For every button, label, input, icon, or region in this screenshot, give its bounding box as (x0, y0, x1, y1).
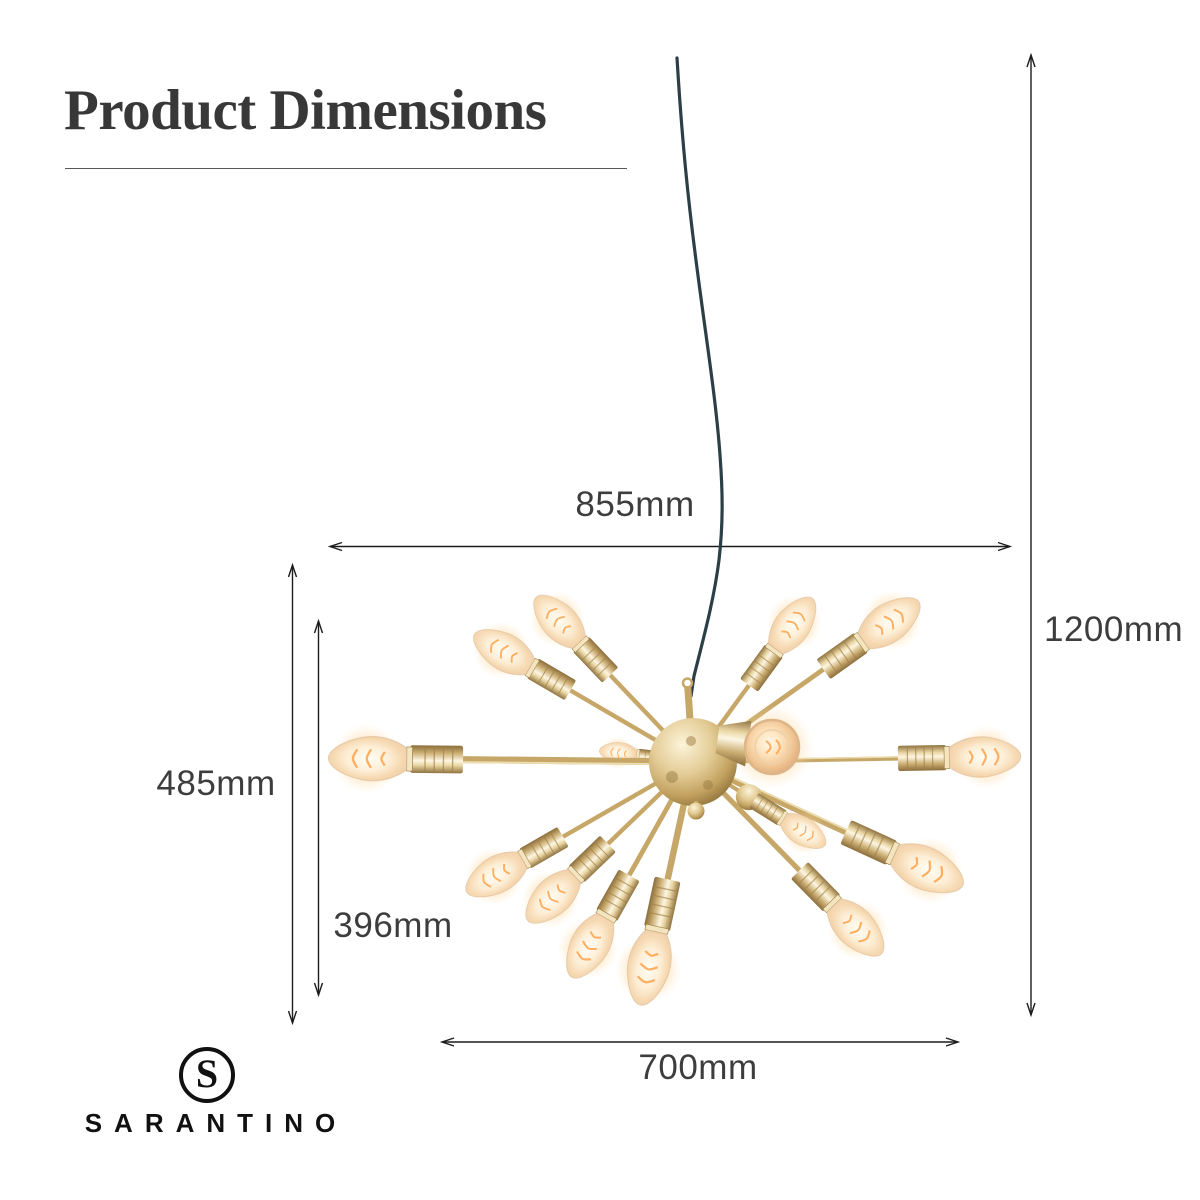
hub (649, 677, 737, 820)
sputnik-chandelier (326, 576, 1023, 1014)
brand-monogram-circle: S (179, 1047, 235, 1103)
front-facing-bulb (715, 705, 814, 789)
light-arm (698, 767, 904, 976)
pendant-cord (675, 56, 724, 698)
light-arm (326, 722, 684, 796)
dimension-label-inner-height: 396mm (333, 906, 453, 945)
light-arm (451, 765, 686, 918)
page-title: Product Dimensions (64, 79, 547, 142)
dimension-label-outer-height: 485mm (156, 764, 276, 803)
dim-line-1200 (1026, 52, 1036, 1018)
brand-monogram: S (195, 1051, 219, 1096)
dim-line-700 (439, 1037, 961, 1047)
dimension-label-overall-drop: 1200mm (1044, 610, 1184, 649)
dimension-label-bottom-width: 700mm (638, 1048, 758, 1087)
dimension-label-top-width: 855mm (575, 485, 695, 524)
dim-line-485 (287, 562, 298, 1026)
dim-line-855 (327, 541, 1013, 552)
hub-finial (687, 802, 705, 820)
hub-sphere (649, 718, 737, 806)
title-underline (65, 168, 627, 169)
brand-wordmark: SARANTINO (84, 1108, 348, 1138)
dim-line-396 (313, 618, 324, 998)
